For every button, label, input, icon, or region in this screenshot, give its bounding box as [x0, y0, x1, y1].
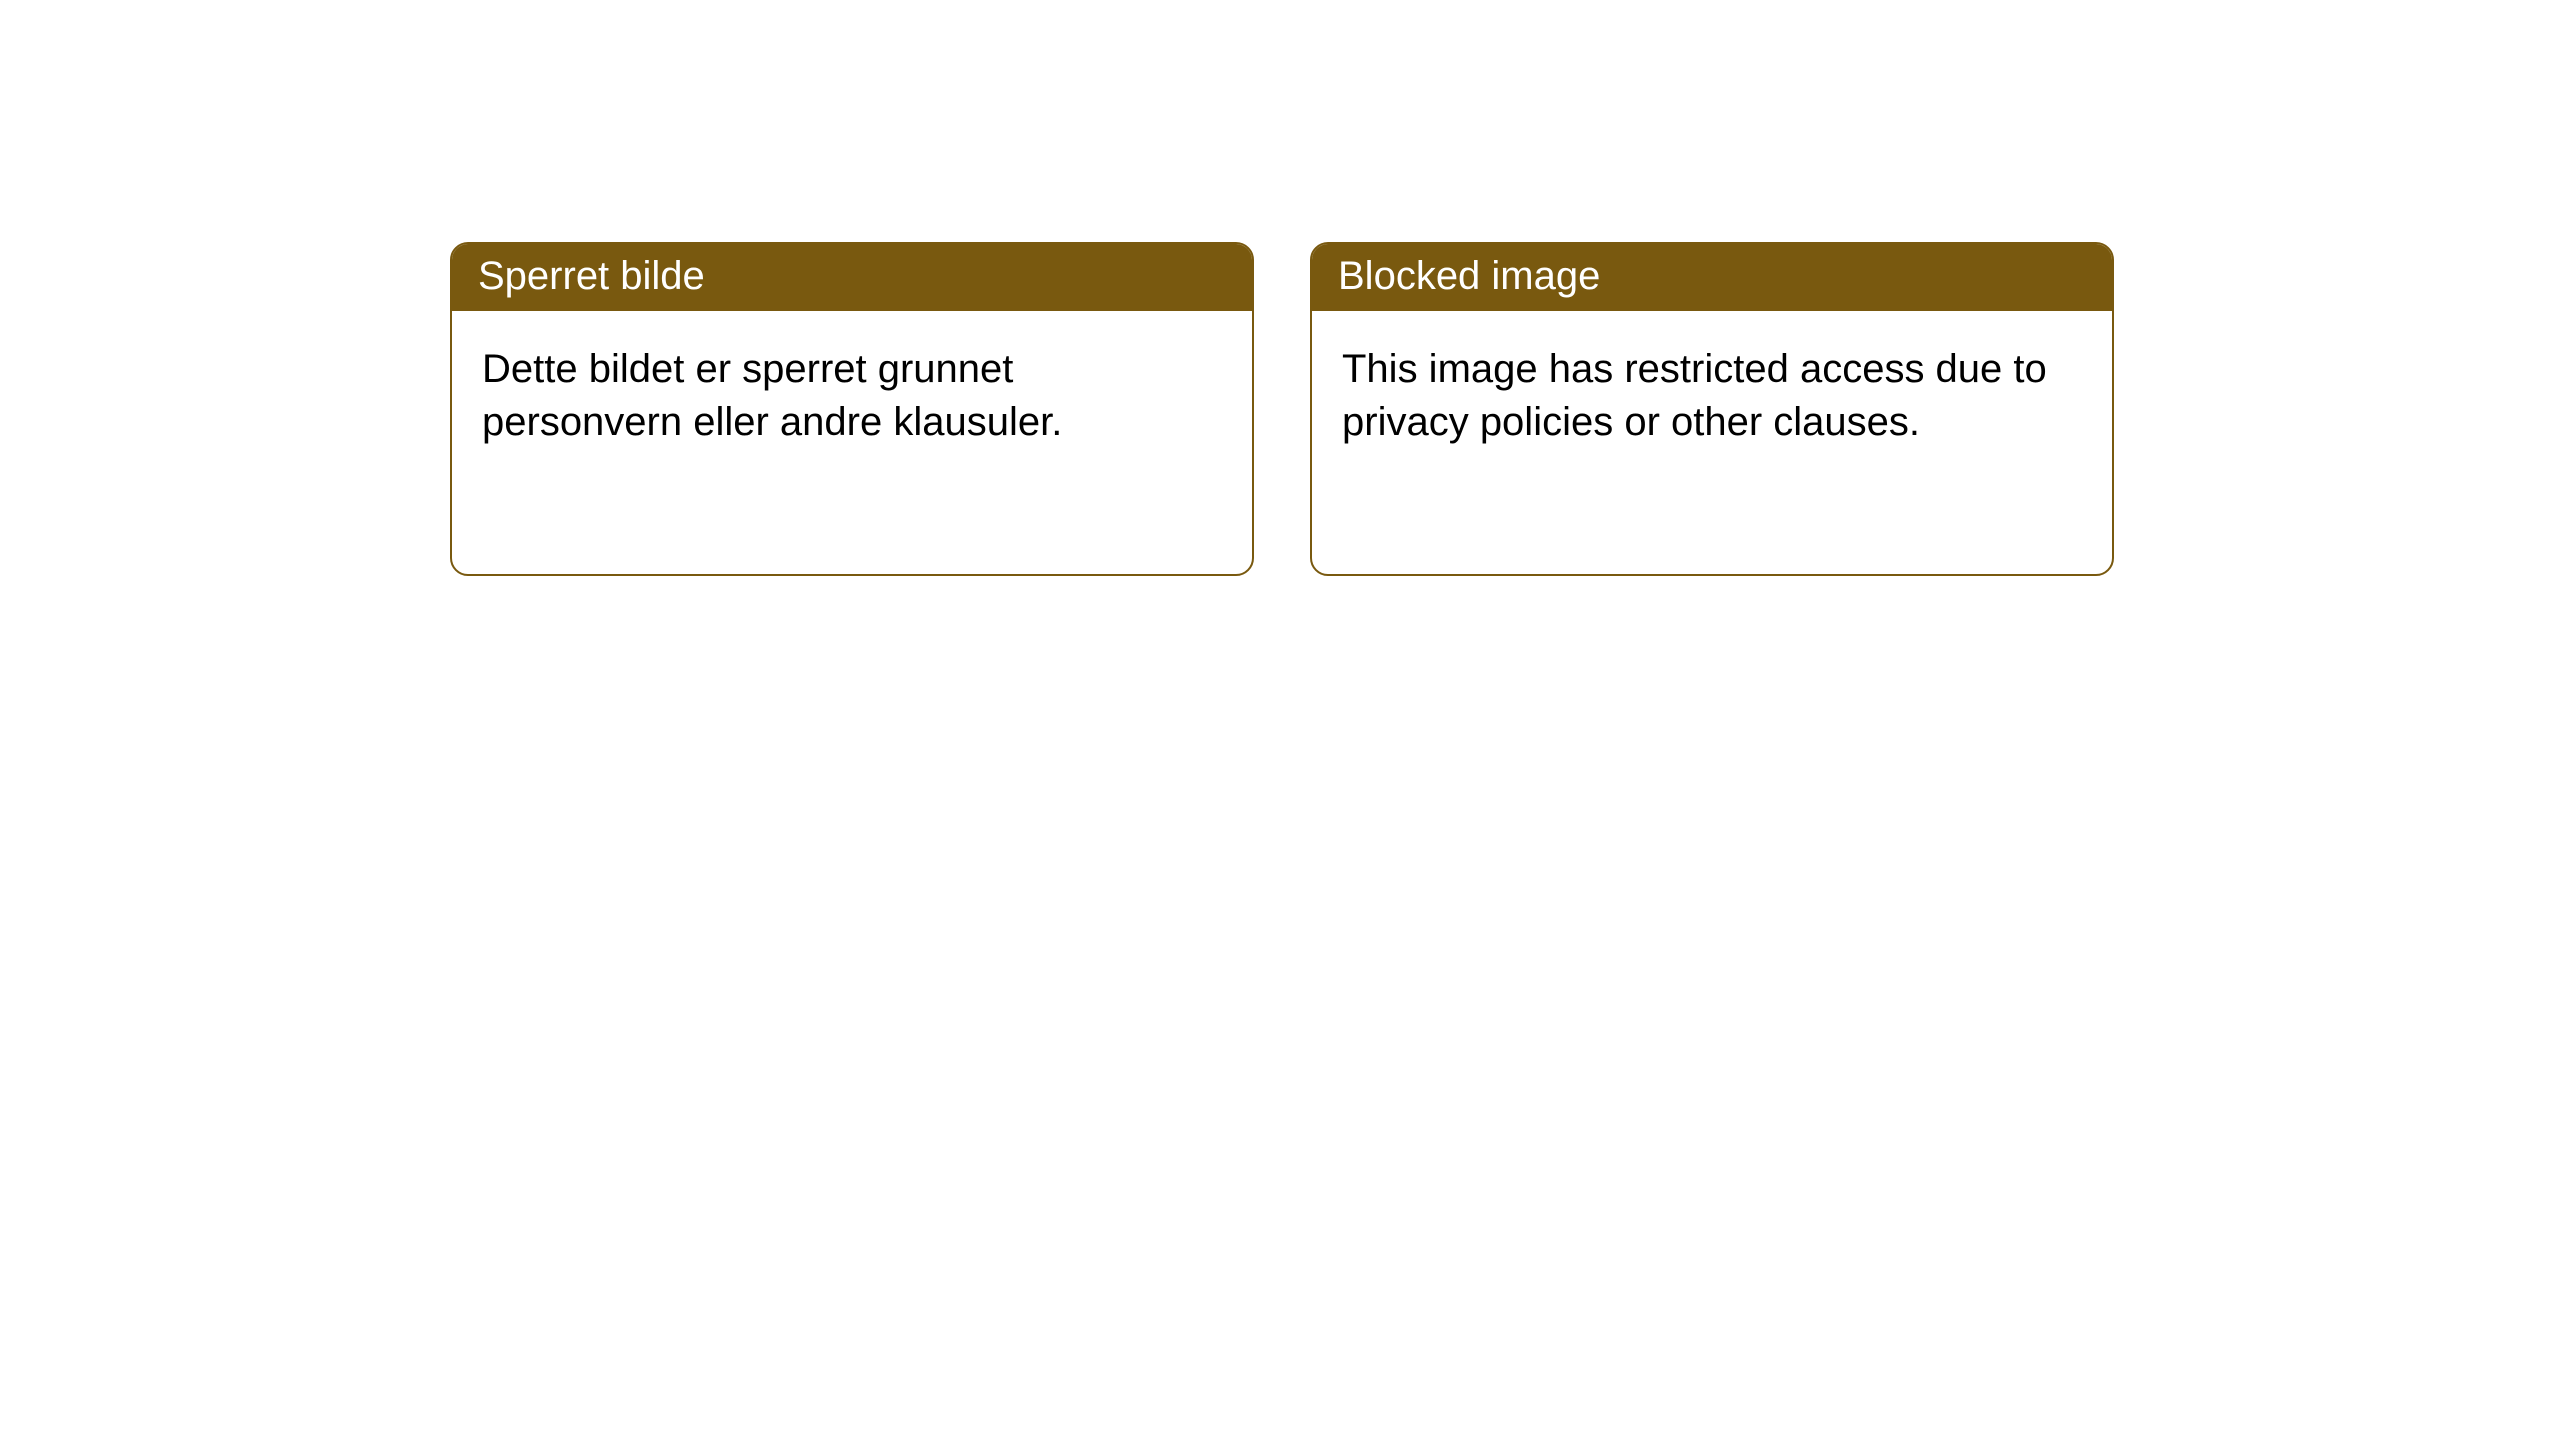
- card-title-english: Blocked image: [1312, 244, 2112, 311]
- card-body-norwegian: Dette bildet er sperret grunnet personve…: [452, 311, 1252, 481]
- blocked-image-card-norwegian: Sperret bilde Dette bildet er sperret gr…: [450, 242, 1254, 576]
- card-title-norwegian: Sperret bilde: [452, 244, 1252, 311]
- blocked-image-card-english: Blocked image This image has restricted …: [1310, 242, 2114, 576]
- notice-container: Sperret bilde Dette bildet er sperret gr…: [0, 0, 2560, 576]
- card-body-english: This image has restricted access due to …: [1312, 311, 2112, 481]
